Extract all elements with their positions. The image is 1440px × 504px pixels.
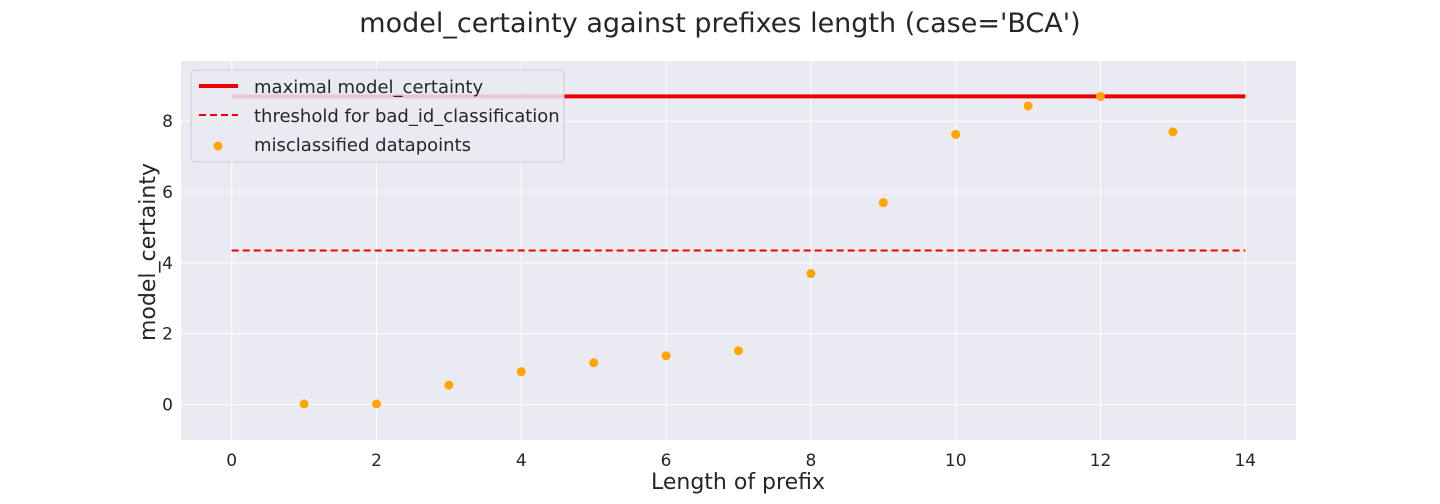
scatter-point	[806, 269, 816, 279]
y-tick-label: 2	[162, 325, 173, 345]
legend-scatter-swatch	[213, 141, 223, 151]
scatter-point	[878, 198, 888, 208]
scatter-point	[1096, 91, 1106, 101]
x-axis-label: Length of prefix	[651, 470, 825, 495]
scatter-point	[951, 129, 961, 139]
scatter-point	[1168, 127, 1178, 137]
scatter-point	[444, 380, 454, 390]
x-tick-label: 10	[945, 451, 967, 471]
x-tick-label: 4	[516, 451, 527, 471]
x-tick-labels: 0 2 4 6 8 10 12 14	[226, 451, 1256, 471]
legend-threshold-line-label: threshold for bad_id_classification	[254, 106, 560, 127]
chart-title: model_certainty against prefixes length …	[359, 8, 1080, 39]
scatter-point	[589, 358, 599, 368]
x-tick-label: 14	[1234, 451, 1256, 471]
scatter-point	[516, 367, 526, 377]
legend-scatter-label: misclassified datapoints	[254, 135, 471, 156]
scatter-point	[1023, 101, 1033, 111]
y-axis-label: model_certainty	[136, 163, 161, 341]
y-tick-label: 6	[162, 183, 173, 203]
scatter-point	[734, 346, 743, 356]
y-tick-label: 0	[162, 396, 173, 416]
x-tick-label: 6	[661, 451, 672, 471]
legend: maximal model_certainty threshold for ba…	[190, 69, 565, 163]
x-tick-label: 12	[1090, 451, 1112, 471]
x-tick-label: 2	[371, 451, 382, 471]
legend-box	[190, 69, 565, 163]
scatter-point	[661, 351, 671, 361]
scatter-points	[299, 91, 1178, 409]
y-tick-labels: 0 2 4 6 8	[162, 112, 173, 415]
legend-maximal-line-label: maximal model_certainty	[254, 77, 483, 98]
scatter-point	[371, 399, 381, 409]
y-tick-label: 4	[162, 254, 173, 274]
y-tick-label: 8	[162, 112, 173, 132]
x-tick-label: 8	[805, 451, 816, 471]
scatter-point	[299, 399, 309, 409]
x-tick-label: 0	[226, 451, 237, 471]
